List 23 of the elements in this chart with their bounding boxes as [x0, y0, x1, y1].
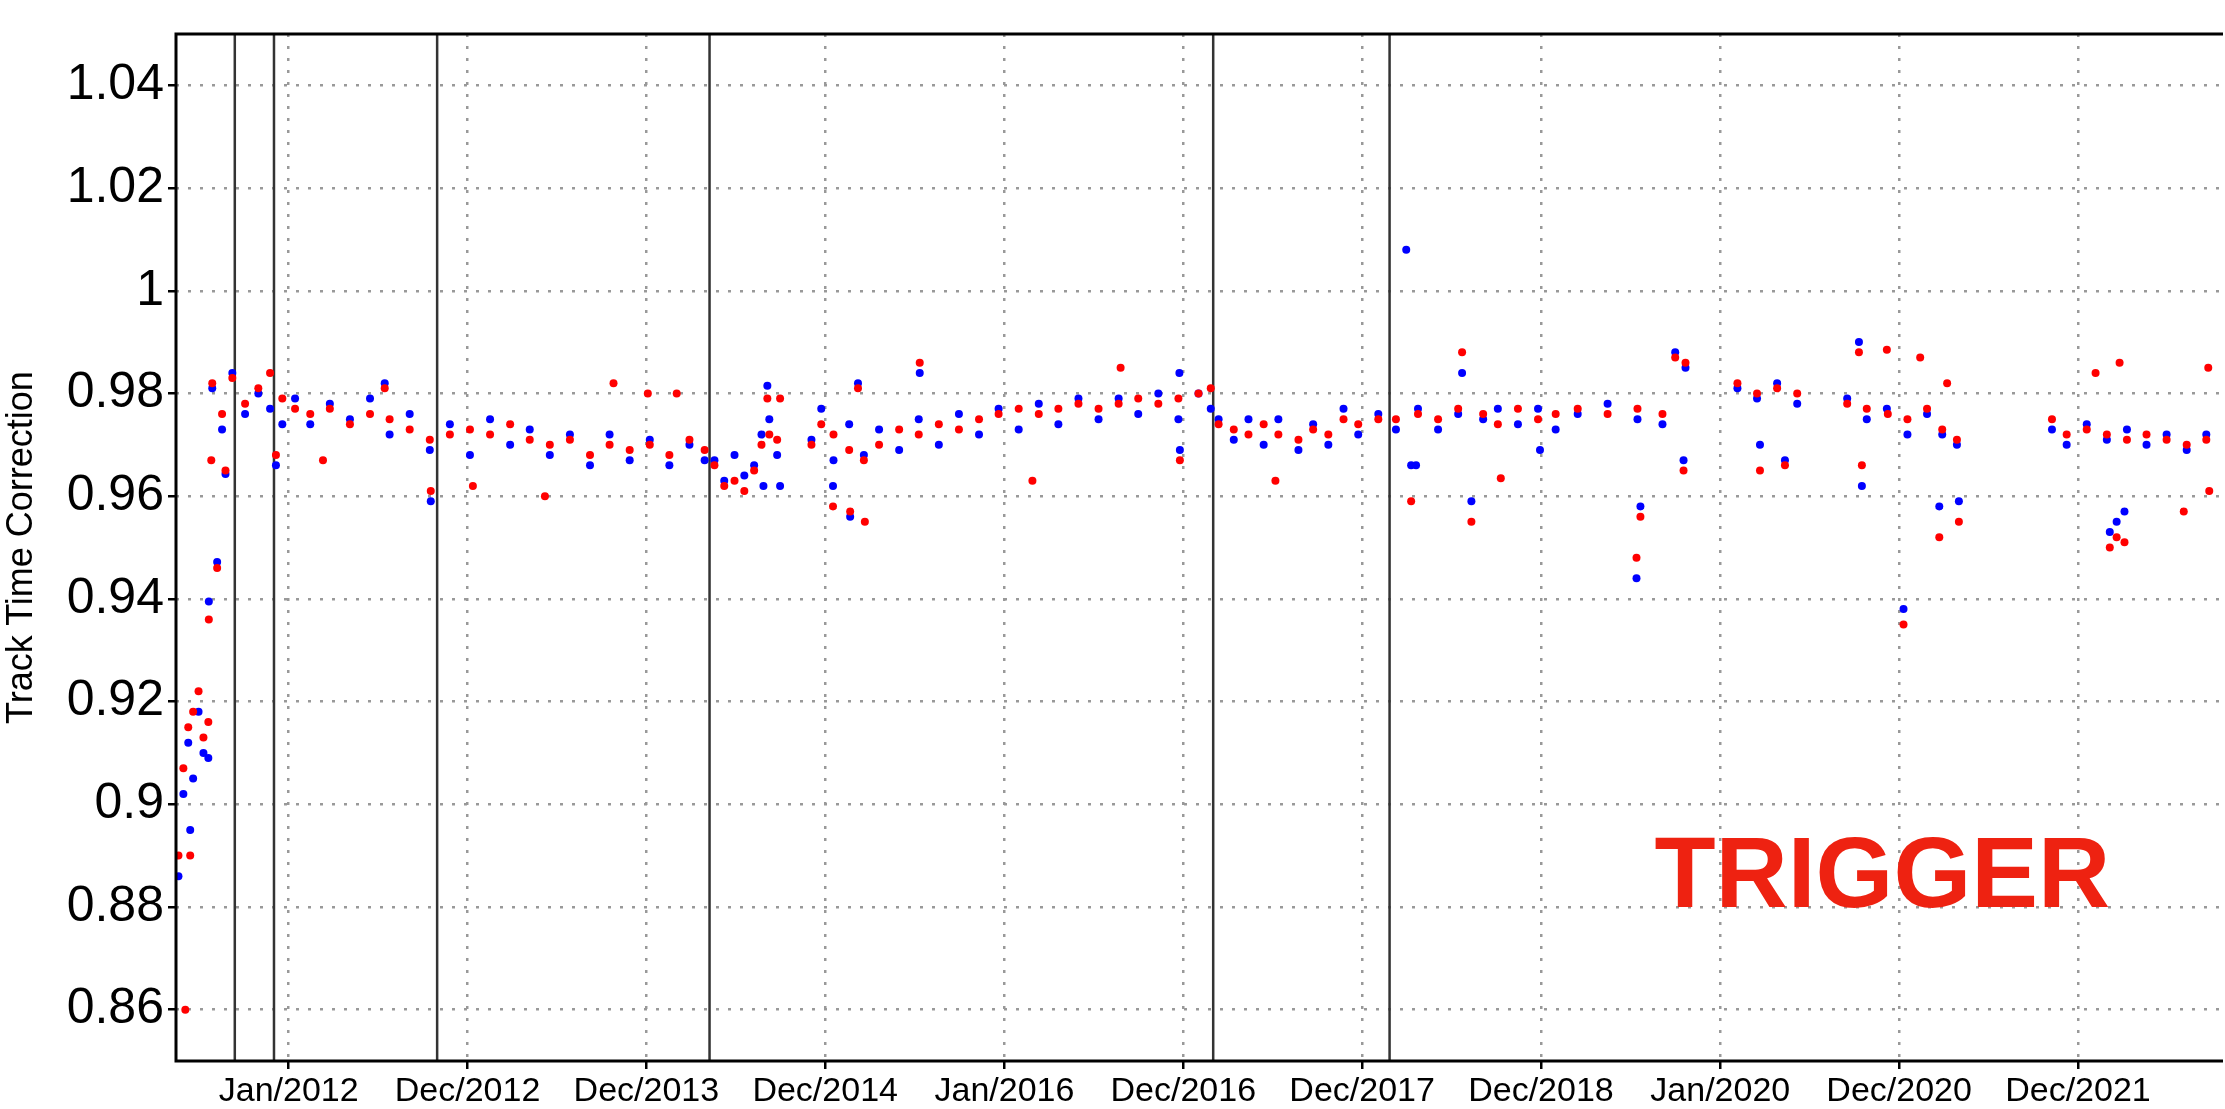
x-tick-label: Dec/2017: [1289, 1069, 1435, 1108]
x-tick-label: Dec/2014: [752, 1069, 898, 1108]
annotation: TRIGGER: [1654, 815, 2111, 928]
x-tick-label: Dec/2020: [1826, 1069, 1972, 1108]
y-tick-label: 0.9: [94, 773, 164, 830]
y-tick-label: 1.02: [66, 156, 164, 213]
y-tick-label: 0.86: [66, 978, 164, 1035]
x-tick-label: Jan/2016: [934, 1069, 1075, 1108]
x-tick-label: Jan/2020: [1650, 1069, 1791, 1108]
x-tick-label: Jan/2012: [218, 1069, 359, 1108]
y-tick-label: 0.88: [66, 875, 164, 932]
y-tick-label: 0.98: [66, 362, 164, 419]
x-tick-label: Dec/2016: [1110, 1069, 1257, 1108]
y-tick-label: 1: [136, 259, 164, 316]
x-tick-label: Dec/2013: [573, 1069, 720, 1108]
y-tick-label: 0.94: [66, 567, 164, 624]
x-tick-label: Dec/2021: [2005, 1069, 2151, 1108]
y-tick-label: 0.96: [66, 464, 164, 521]
y-tick-label: 0.92: [66, 670, 164, 727]
x-tick-label: Dec/2018: [1468, 1069, 1614, 1108]
y-axis-title: Track Time Correction: [0, 371, 40, 724]
x-tick-label: Dec/2012: [394, 1069, 541, 1108]
y-tick-label: 1.04: [66, 54, 164, 111]
